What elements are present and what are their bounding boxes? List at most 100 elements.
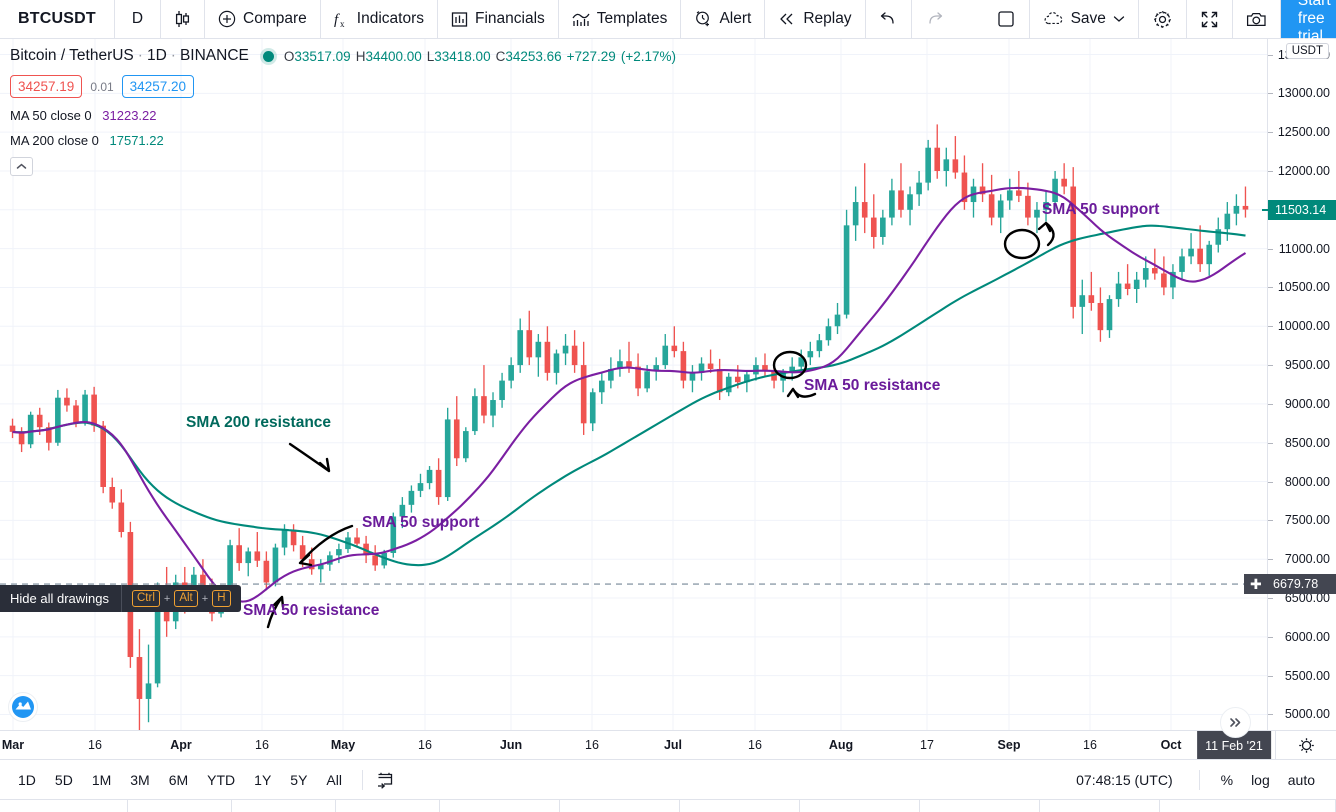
price-tick [1268, 326, 1273, 328]
price-tick [1268, 675, 1273, 677]
chart-pane[interactable]: SMA 200 resistance SMA 50 support SMA 50 r… [0, 39, 1267, 730]
price-label: 7000.00 [1284, 552, 1330, 567]
price-label: 6500.00 [1284, 591, 1330, 605]
snapshot-button[interactable] [1233, 0, 1281, 38]
time-axis-settings-button[interactable] [1275, 731, 1336, 760]
range-button-1d[interactable]: 1D [18, 771, 36, 788]
price-tick [1268, 520, 1273, 522]
compare-label: Compare [243, 10, 307, 27]
rewind-icon [778, 12, 796, 26]
undo-button[interactable] [866, 0, 912, 38]
price-tick [1268, 598, 1273, 599]
gear-icon [1152, 9, 1173, 30]
price-tick [1268, 365, 1273, 367]
price-tick [1268, 287, 1273, 289]
save-button[interactable]: Save [1030, 0, 1139, 38]
auto-toggle[interactable]: auto [1287, 771, 1315, 788]
range-button-3m[interactable]: 3M [130, 771, 150, 788]
time-label: 16 [418, 738, 432, 752]
range-button-all[interactable]: All [326, 771, 342, 788]
alarm-clock-icon [694, 10, 712, 28]
range-button-1m[interactable]: 1M [91, 771, 112, 788]
legend-collapse-button[interactable] [10, 157, 33, 176]
price-label: 8500.00 [1284, 435, 1330, 450]
current-price-badge: 11503.14 [1268, 199, 1336, 220]
price-scale[interactable]: USDT 13500.0013000.0012500.0012000.00115… [1244, 39, 1336, 730]
price-label: 5000.00 [1284, 707, 1330, 722]
clock-display: 07:48:15 (UTC) [1076, 771, 1173, 788]
kbd-alt: Alt [174, 590, 198, 607]
footer-cell [440, 800, 560, 812]
indicators-label: Indicators [356, 10, 424, 27]
symbol-button[interactable]: BTCUSDT [0, 0, 115, 38]
time-axis[interactable]: Mar 16 Apr 16 May 16 Jun 16 Jul 16 Aug 17 Sep 16 Oct 11… [0, 730, 1336, 760]
crosshair-price-label: 6679.78 [1273, 577, 1319, 592]
fullscreen-button[interactable] [1187, 0, 1233, 38]
price-label: 9000.00 [1284, 396, 1330, 411]
range-button-5d[interactable]: 5D [54, 771, 73, 788]
plus-2: + [201, 592, 209, 605]
interval-button[interactable]: D [115, 0, 162, 38]
go-to-date-button[interactable] [375, 770, 395, 790]
plus-1: + [163, 592, 171, 605]
price-tick [1268, 559, 1273, 561]
price-label: 10000.00 [1277, 319, 1330, 334]
price-label: 7500.00 [1284, 513, 1330, 528]
replay-button[interactable]: Replay [765, 0, 866, 38]
price-tick [1268, 714, 1273, 716]
chart-area[interactable]: SMA 200 resistance SMA 50 support SMA 50 r… [0, 39, 1336, 738]
time-label: Mar [1, 738, 25, 752]
chart-type-button[interactable] [161, 0, 206, 38]
bottom-bar: 1D 5D 1M 3M 6M YTD 1Y 5Y All 07:48:15 (UTC) % lo… [0, 759, 1336, 799]
price-label: 5500.00 [1284, 668, 1330, 683]
time-label: Aug [828, 738, 854, 752]
range-button-ytd[interactable]: YTD [207, 771, 236, 788]
svg-text:f: f [334, 12, 340, 28]
range-button-6m[interactable]: 6M [168, 771, 189, 788]
bar-chart-icon [451, 11, 468, 28]
range-button-1y[interactable]: 1Y [254, 771, 272, 788]
annotation-sma200-resistance: SMA 200 resistance [186, 414, 331, 431]
compare-button[interactable]: Compare [205, 0, 321, 38]
camera-icon [1246, 11, 1267, 28]
price-tick [1268, 248, 1273, 250]
layout-button[interactable] [983, 0, 1030, 38]
tradingview-logo-icon[interactable] [8, 692, 38, 722]
tooltip-text: Hide all drawings [10, 591, 109, 606]
price-label: 13000.00 [1277, 86, 1330, 101]
price-tick [1268, 54, 1273, 56]
price-label: 8000.00 [1284, 474, 1330, 489]
percent-toggle[interactable]: % [1220, 771, 1234, 788]
kbd-ctrl: Ctrl [132, 590, 160, 607]
footer-cell [1160, 800, 1336, 812]
save-label: Save [1070, 10, 1106, 27]
price-label: 9500.00 [1284, 358, 1330, 373]
log-toggle[interactable]: log [1251, 771, 1270, 788]
time-label: 16 [255, 738, 269, 752]
start-free-trial-button[interactable]: Start free trial [1280, 0, 1336, 45]
settings-button[interactable] [1139, 0, 1187, 38]
price-label: 6000.00 [1284, 629, 1330, 644]
time-label: Apr [170, 738, 192, 752]
crosshair-price-badge: ✚ 6679.78 [1244, 574, 1336, 595]
time-label: Jul [663, 738, 683, 752]
price-label: 12000.00 [1277, 163, 1330, 178]
alert-button[interactable]: Alert [681, 0, 766, 38]
time-label: 16 [1083, 738, 1097, 752]
templates-button[interactable]: Templates [559, 0, 682, 38]
scroll-to-realtime-button[interactable] [1220, 707, 1251, 738]
toolbar-spacer [957, 0, 983, 38]
redo-button[interactable] [912, 0, 957, 38]
time-label: 16 [88, 738, 102, 752]
currency-badge[interactable]: USDT [1285, 43, 1329, 59]
financials-button[interactable]: Financials [438, 0, 559, 38]
chevron-down-icon [1113, 15, 1125, 23]
svg-text:x: x [340, 19, 345, 29]
price-tick [1268, 636, 1273, 638]
candlestick-icon [174, 10, 191, 28]
range-button-5y[interactable]: 5Y [290, 771, 308, 788]
time-label: 16 [748, 738, 762, 752]
price-label: 10500.00 [1277, 280, 1330, 295]
